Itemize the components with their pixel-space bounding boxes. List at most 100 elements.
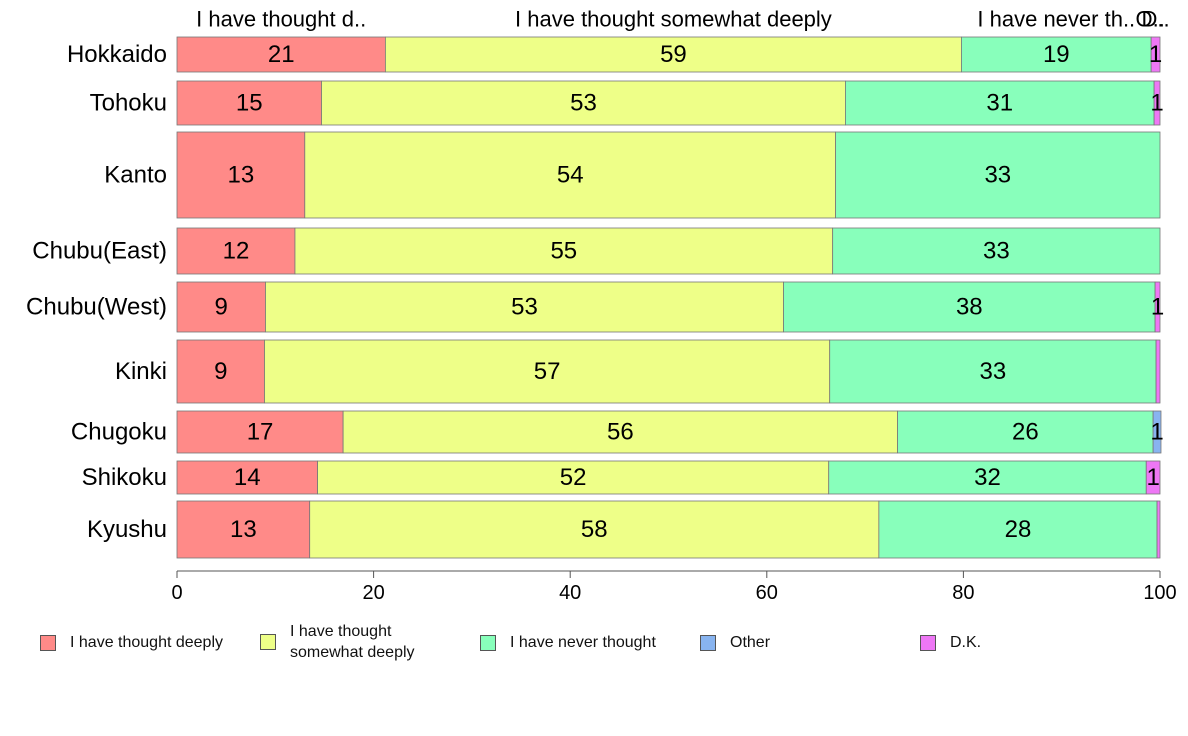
data-label: 1 xyxy=(1146,464,1159,491)
category-label: Chubu(East) xyxy=(32,238,167,265)
data-label: 56 xyxy=(607,419,634,446)
bar-segment xyxy=(1154,281,1161,333)
x-tick-label: 60 xyxy=(756,582,778,604)
data-label: 19 xyxy=(1043,41,1070,68)
x-tick-label: 40 xyxy=(559,582,581,604)
data-label: 15 xyxy=(236,90,263,117)
bar-segment xyxy=(304,131,837,219)
data-label: 33 xyxy=(980,358,1007,385)
bar-segment xyxy=(961,36,1152,73)
data-label: 59 xyxy=(660,41,687,68)
data-label: 54 xyxy=(557,162,584,189)
legend-item-other: Other xyxy=(700,632,770,653)
category-label: Chugoku xyxy=(71,419,167,446)
bar-segment xyxy=(265,281,784,333)
legend-swatch xyxy=(700,634,716,651)
bar-segment xyxy=(176,36,386,73)
legend-item-thought-somewhat-deeply: I have thought somewhat deeply xyxy=(260,621,415,663)
legend-swatch xyxy=(40,634,56,651)
bar-segment xyxy=(1145,460,1161,495)
legend-label: Other xyxy=(730,634,771,651)
bar-segment xyxy=(176,131,306,219)
top-series-label: I have thought d.. xyxy=(196,7,366,32)
category-label: Kyushu xyxy=(87,516,167,543)
x-tick-label: 100 xyxy=(1143,582,1176,604)
legend-swatch xyxy=(480,634,496,651)
data-label: 55 xyxy=(550,238,577,265)
data-label: 32 xyxy=(974,464,1001,491)
top-series-label: D.. xyxy=(1142,7,1170,32)
category-label: Shikoku xyxy=(82,464,167,491)
data-label: 13 xyxy=(228,162,255,189)
data-label: 13 xyxy=(230,516,257,543)
bar-segment xyxy=(309,500,880,559)
bar-segment xyxy=(294,227,834,275)
category-label: Tohoku xyxy=(90,90,167,117)
data-label: 57 xyxy=(534,358,561,385)
data-label: 1 xyxy=(1150,419,1163,446)
category-label: Hokkaido xyxy=(67,41,167,68)
legend-label: I have thought deeply xyxy=(70,634,224,651)
bar-segment xyxy=(1150,36,1161,73)
top-series-label: I have never th.. xyxy=(977,7,1135,32)
data-label: 14 xyxy=(234,464,261,491)
bar-segment xyxy=(835,131,1161,219)
bar-segment xyxy=(1153,80,1161,126)
data-label: 38 xyxy=(956,294,983,321)
data-label: 58 xyxy=(581,516,608,543)
legend-label: I have thought somewhat deeply xyxy=(290,623,415,661)
bar-segment xyxy=(1152,410,1162,454)
data-label: 52 xyxy=(560,464,587,491)
category-label: Kanto xyxy=(104,162,167,189)
data-label: 53 xyxy=(511,294,538,321)
bar-segment xyxy=(176,339,265,404)
bar-segment xyxy=(897,410,1154,454)
data-label: 26 xyxy=(1012,419,1039,446)
bar-segment xyxy=(176,281,266,333)
legend-item-thought-deeply: I have thought deeply xyxy=(40,632,223,653)
x-tick-label: 20 xyxy=(362,582,384,604)
category-label: Kinki xyxy=(115,358,167,385)
legend-swatch xyxy=(260,634,276,650)
bar-segment xyxy=(176,410,344,454)
category-label: Chubu(West) xyxy=(26,294,167,321)
bar-segment xyxy=(828,460,1147,495)
bar-segment xyxy=(176,500,311,559)
bar-segment xyxy=(342,410,898,454)
data-label: 12 xyxy=(223,238,250,265)
bar-segment xyxy=(264,339,831,404)
data-label: 33 xyxy=(984,162,1011,189)
bar-segment xyxy=(321,80,846,126)
data-label: 1 xyxy=(1150,90,1163,117)
bar-segment xyxy=(878,500,1158,559)
data-label: 28 xyxy=(1005,516,1032,543)
legend: I have thought deeply I have thought som… xyxy=(0,618,1188,678)
bar-segment xyxy=(1156,500,1161,559)
top-series-label: O.. xyxy=(1135,7,1164,32)
legend-label: D.K. xyxy=(950,634,982,651)
data-label: 31 xyxy=(986,90,1013,117)
bar-segment xyxy=(176,460,318,495)
bar-segment xyxy=(317,460,830,495)
top-series-label: I have thought somewhat deeply xyxy=(515,7,832,32)
data-label: 21 xyxy=(268,41,295,68)
data-label: 1 xyxy=(1151,294,1164,321)
data-label: 17 xyxy=(247,419,274,446)
legend-label: I have never thought xyxy=(510,634,656,651)
x-tick-label: 80 xyxy=(952,582,974,604)
data-label: 9 xyxy=(214,358,227,385)
data-label: 33 xyxy=(983,238,1010,265)
bar-segment xyxy=(384,36,962,73)
bar-segment xyxy=(845,80,1155,126)
bar-segment xyxy=(829,339,1157,404)
x-tick-label: 0 xyxy=(171,582,182,604)
bar-segment xyxy=(783,281,1156,333)
bar-segment xyxy=(832,227,1161,275)
data-label: 9 xyxy=(215,294,228,321)
data-label: 1 xyxy=(1149,41,1162,68)
legend-swatch xyxy=(920,634,936,651)
legend-item-dk: D.K. xyxy=(920,632,981,653)
bar-segment xyxy=(1155,339,1161,404)
data-label: 53 xyxy=(570,90,597,117)
